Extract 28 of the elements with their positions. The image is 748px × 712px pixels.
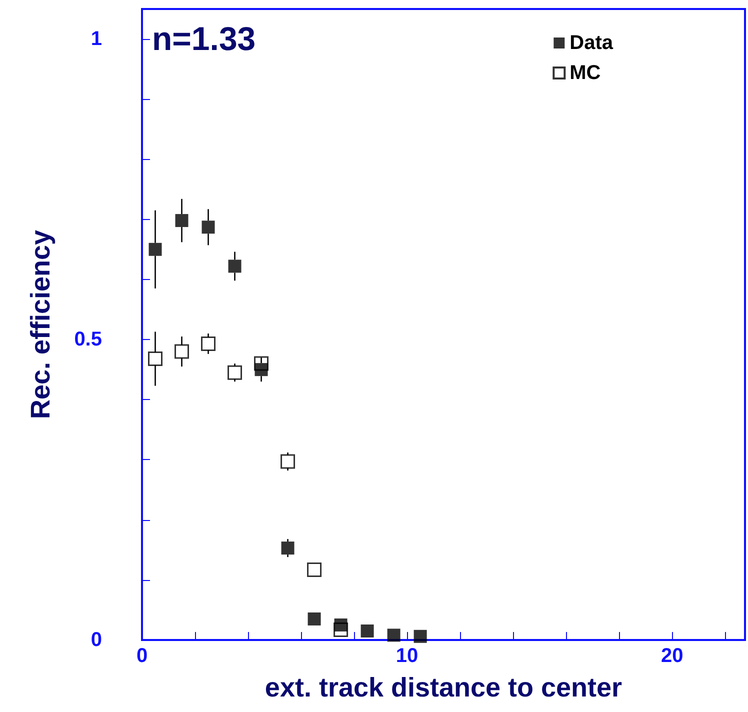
point [174, 344, 190, 359]
point [175, 214, 188, 228]
point [254, 356, 269, 371]
point [360, 624, 374, 638]
point [414, 630, 427, 643]
annotation: n=1.33 [152, 20, 256, 57]
point [281, 542, 294, 555]
legend-label: MC [570, 62, 601, 84]
point [202, 220, 215, 234]
y-tick-label: 0.5 [74, 328, 102, 351]
point [201, 336, 216, 351]
y-tick-label: 1 [90, 28, 102, 50]
y-tick-label: 0 [90, 629, 102, 651]
legend-label: Data [570, 32, 614, 54]
point [228, 260, 242, 273]
point [280, 454, 296, 469]
point [387, 628, 400, 642]
point [148, 352, 163, 366]
x-tick-label: 20 [660, 645, 684, 667]
point [148, 242, 162, 256]
x-tick-label: 0 [136, 645, 148, 667]
point [228, 365, 242, 380]
x-tick-label: 10 [396, 645, 418, 667]
x-axis-title: ext. track distance to center [264, 672, 623, 702]
point [307, 562, 322, 577]
point [308, 612, 321, 626]
y-axis-title: Rec. efficiency [26, 230, 56, 420]
point [334, 622, 348, 638]
